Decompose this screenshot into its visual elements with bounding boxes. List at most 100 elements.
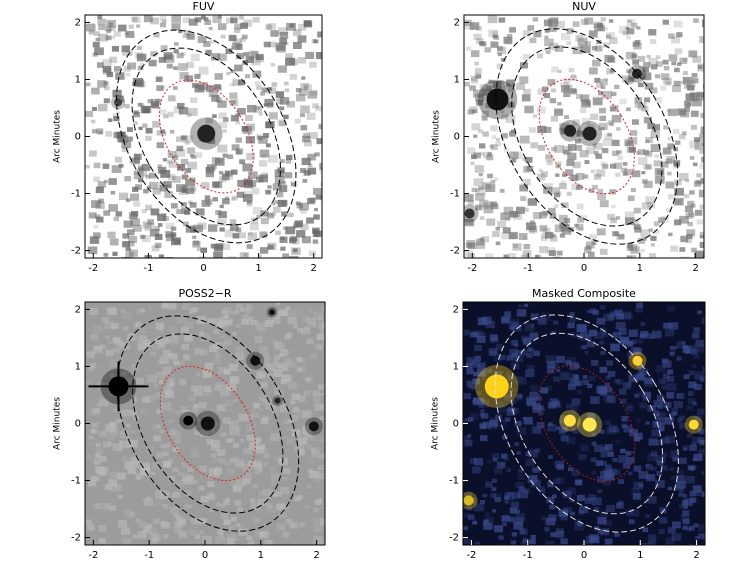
noise-pixel: [618, 455, 628, 463]
noise-pixel: [692, 332, 700, 339]
noise-pixel: [570, 134, 576, 138]
noise-pixel: [275, 91, 285, 98]
noise-pixel: [289, 400, 296, 405]
noise-pixel: [483, 201, 494, 210]
noise-pixel: [172, 491, 181, 498]
noise-pixel: [559, 233, 566, 238]
noise-pixel: [551, 66, 559, 73]
noise-pixel: [96, 402, 102, 407]
noise-pixel: [497, 46, 504, 51]
noise-pixel: [464, 194, 474, 202]
noise-pixel: [168, 408, 174, 413]
noise-pixel: [545, 385, 553, 392]
noise-pixel: [551, 146, 557, 152]
noise-pixel: [119, 440, 124, 444]
noise-pixel: [643, 116, 653, 124]
noise-pixel: [555, 477, 565, 484]
noise-pixel: [507, 516, 515, 522]
noise-pixel: [175, 136, 184, 143]
noise-pixel: [527, 475, 538, 483]
noise-pixel: [496, 47, 506, 55]
noise-pixel: [525, 452, 531, 457]
noise-pixel: [150, 208, 160, 216]
noise-pixel: [471, 77, 479, 84]
noise-pixel: [687, 221, 693, 227]
noise-pixel: [487, 368, 493, 374]
noise-pixel: [94, 214, 101, 219]
noise-pixel: [248, 171, 258, 180]
noise-pixel: [279, 31, 289, 39]
noise-pixel: [603, 26, 609, 31]
noise-pixel: [687, 200, 695, 207]
noise-pixel: [551, 187, 560, 195]
noise-pixel: [538, 488, 546, 495]
noise-pixel: [626, 245, 634, 251]
noise-pixel: [627, 137, 638, 145]
noise-pixel: [572, 119, 581, 126]
noise-pixel: [536, 173, 546, 181]
noise-pixel: [527, 347, 533, 352]
noise-pixel: [520, 62, 528, 69]
noise-pixel: [173, 86, 178, 90]
noise-pixel: [603, 469, 613, 478]
noise-pixel: [147, 527, 157, 535]
noise-pixel: [568, 67, 575, 73]
noise-pixel: [637, 157, 648, 165]
noise-pixel: [261, 172, 269, 179]
noise-pixel: [242, 163, 253, 172]
noise-pixel: [146, 185, 151, 189]
noise-pixel: [140, 308, 145, 313]
noise-pixel: [85, 454, 92, 460]
noise-pixel: [295, 201, 301, 206]
noise-pixel: [474, 72, 482, 79]
noise-pixel: [614, 84, 620, 90]
noise-pixel: [297, 57, 306, 64]
noise-pixel: [297, 23, 307, 31]
noise-pixel: [107, 477, 113, 481]
noise-pixel: [85, 82, 91, 87]
noise-pixel: [97, 181, 106, 188]
noise-pixel: [184, 75, 194, 83]
noise-pixel: [463, 418, 469, 423]
y-tick-label: -1: [71, 476, 81, 487]
noise-pixel: [477, 317, 488, 326]
noise-pixel: [560, 372, 570, 380]
noise-pixel: [225, 17, 234, 24]
noise-pixel: [665, 158, 673, 165]
source: [463, 495, 474, 506]
noise-pixel: [260, 360, 270, 368]
noise-pixel: [503, 36, 513, 44]
noise-pixel: [558, 214, 568, 222]
noise-pixel: [538, 406, 543, 410]
noise-pixel: [112, 251, 118, 256]
noise-pixel: [153, 518, 160, 524]
noise-pixel: [166, 159, 173, 164]
noise-pixel: [651, 451, 658, 457]
y-tick-label: 0: [453, 419, 459, 430]
noise-pixel: [523, 303, 529, 308]
noise-pixel: [568, 498, 575, 503]
noise-pixel: [129, 249, 138, 257]
noise-pixel: [645, 463, 650, 467]
noise-pixel: [509, 210, 518, 218]
noise-pixel: [163, 52, 173, 60]
noise-pixel: [96, 62, 104, 68]
noise-pixel: [226, 538, 235, 545]
noise-pixel: [274, 390, 284, 398]
noise-pixel: [698, 428, 705, 435]
noise-pixel: [695, 536, 700, 540]
noise-pixel: [189, 176, 196, 183]
noise-pixel: [658, 217, 666, 223]
noise-pixel: [700, 112, 704, 119]
noise-pixel: [628, 329, 638, 337]
noise-pixel: [198, 66, 209, 75]
noise-pixel: [599, 200, 609, 208]
noise-pixel: [554, 224, 565, 233]
noise-pixel: [667, 369, 674, 375]
noise-pixel: [95, 186, 104, 194]
noise-pixel: [529, 324, 535, 328]
noise-pixel: [654, 97, 663, 104]
noise-pixel: [477, 362, 486, 370]
noise-pixel: [116, 418, 122, 423]
noise-pixel: [467, 242, 476, 250]
